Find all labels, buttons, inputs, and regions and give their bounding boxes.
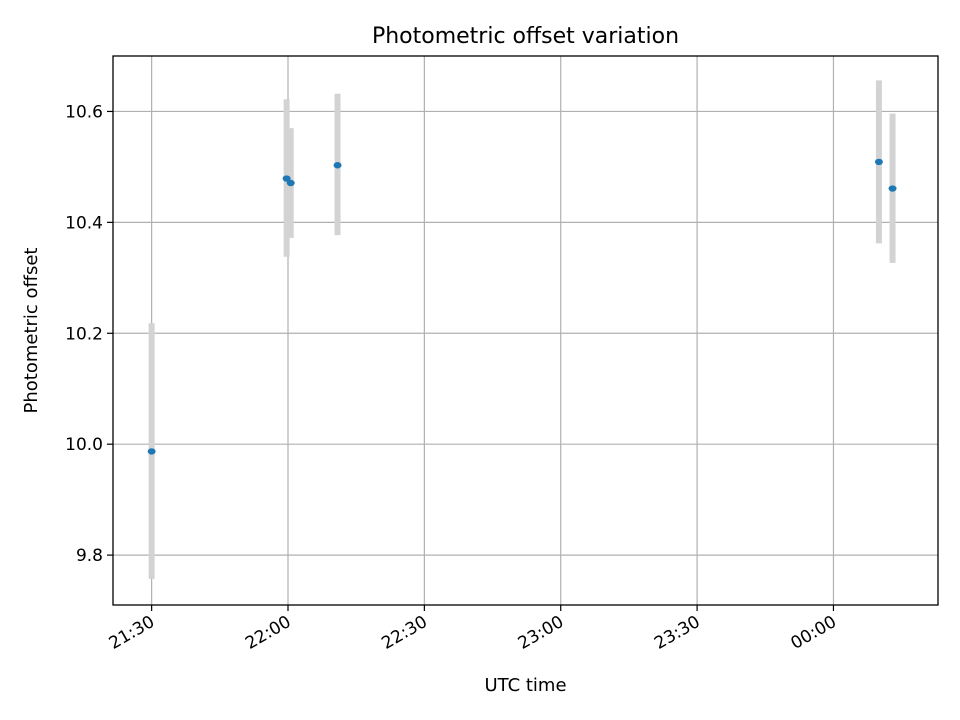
y-tick-label: 10.2 [65, 324, 103, 344]
grid [113, 56, 938, 605]
x-tick-label: 23:30 [651, 612, 703, 654]
y-axis-label: Photometric offset [21, 248, 42, 414]
y-tick-label: 10.6 [65, 102, 103, 122]
x-tick-label: 22:30 [378, 612, 430, 654]
y-axis-ticks: 9.8 10.0 10.2 10.4 10.6 [65, 102, 113, 566]
y-tick-label: 10.4 [65, 213, 103, 233]
x-tick-label: 22:00 [242, 612, 294, 654]
x-axis-label: UTC time [484, 675, 566, 696]
data-point [147, 448, 156, 455]
y-tick-label: 10.0 [65, 435, 103, 455]
x-tick-label: 21:30 [106, 612, 158, 654]
data-point [282, 175, 291, 182]
chart-title: Photometric offset variation [372, 24, 679, 49]
error-bars [148, 80, 896, 579]
data-point [874, 158, 883, 166]
data-points [147, 158, 897, 455]
data-point [333, 162, 342, 169]
x-tick-label: 23:00 [515, 612, 567, 654]
x-tick-label: 00:00 [788, 612, 840, 654]
y-tick-label: 9.8 [76, 546, 103, 566]
x-axis-ticks: 21:30 22:00 22:30 23:00 23:30 00:00 [106, 605, 840, 654]
plot-frame [112, 55, 939, 606]
data-point [286, 179, 295, 187]
data-point [888, 185, 897, 192]
